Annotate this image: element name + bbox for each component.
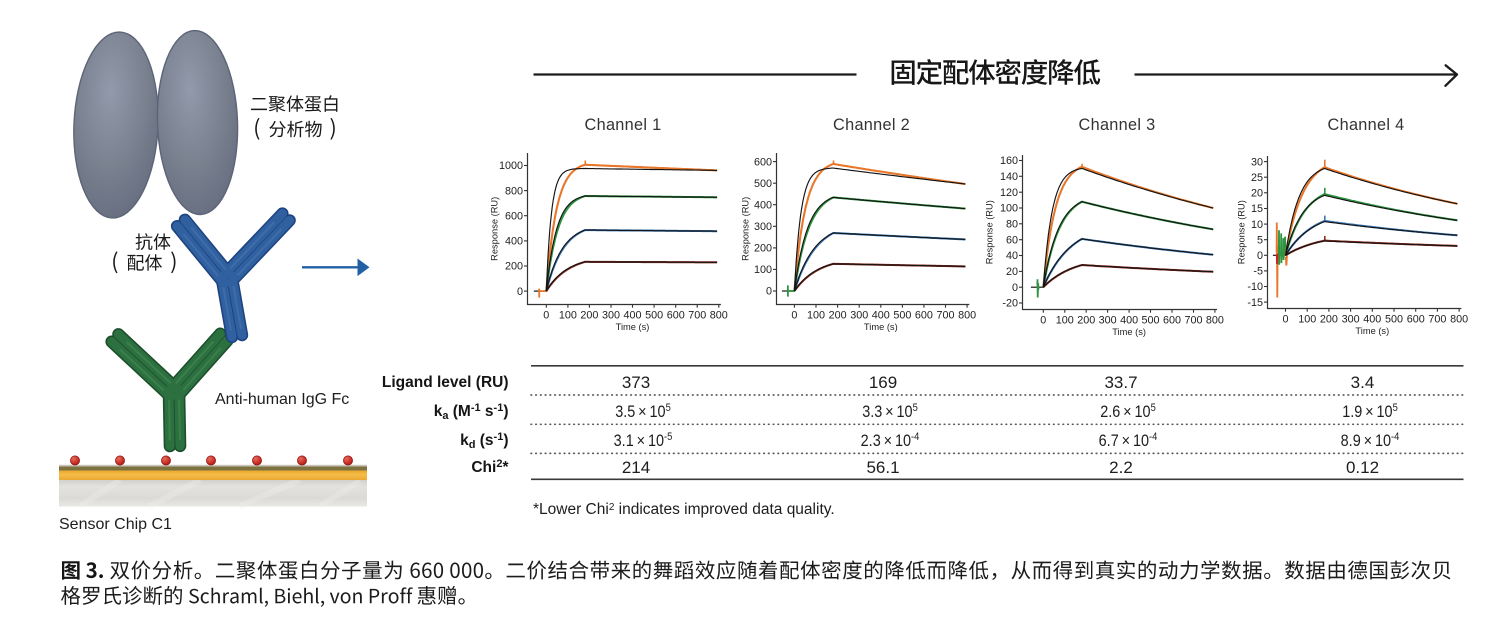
svg-text:600: 600 (667, 310, 685, 322)
svg-text:Time (s): Time (s) (864, 322, 898, 332)
svg-text:0: 0 (1012, 282, 1018, 294)
svg-text:Response (RU): Response (RU) (490, 197, 500, 261)
svg-text:400: 400 (754, 199, 772, 211)
svg-text:500: 500 (1141, 315, 1159, 327)
svg-text:100: 100 (559, 310, 577, 322)
svg-text:Response (RU): Response (RU) (985, 200, 995, 264)
svg-text:140: 140 (1000, 171, 1018, 183)
svg-text:Time (s): Time (s) (616, 322, 650, 332)
svg-text:20: 20 (1006, 266, 1018, 278)
svg-text:200: 200 (754, 243, 772, 255)
svg-text:100: 100 (1000, 203, 1018, 215)
svg-text:500: 500 (754, 178, 772, 190)
svg-text:300: 300 (1099, 315, 1117, 327)
svg-text:800: 800 (1206, 315, 1224, 327)
svg-text:800: 800 (505, 185, 523, 197)
svg-text:0: 0 (791, 310, 797, 322)
svg-text:15: 15 (1251, 203, 1263, 215)
svg-text:10: 10 (1251, 219, 1263, 231)
svg-text:Channel 3: Channel 3 (1079, 116, 1156, 134)
svg-text:Channel 2: Channel 2 (833, 116, 910, 134)
svg-text:1000: 1000 (499, 160, 523, 172)
svg-text:700: 700 (1428, 314, 1446, 326)
svg-text:Response (RU): Response (RU) (1237, 200, 1247, 264)
svg-text:-5: -5 (1253, 266, 1263, 278)
svg-text:400: 400 (872, 310, 890, 322)
svg-text:100: 100 (1056, 315, 1074, 327)
svg-text:0: 0 (543, 310, 549, 322)
svg-text:Time (s): Time (s) (1355, 326, 1389, 336)
svg-text:120: 120 (1000, 187, 1018, 199)
svg-text:0: 0 (1040, 315, 1046, 327)
svg-text:600: 600 (1407, 314, 1425, 326)
svg-text:25: 25 (1251, 172, 1263, 184)
svg-text:400: 400 (1120, 315, 1138, 327)
svg-text:-20: -20 (1002, 298, 1018, 310)
svg-text:30: 30 (1251, 156, 1263, 168)
svg-text:0: 0 (766, 286, 772, 298)
svg-text:500: 500 (645, 310, 663, 322)
svg-text:200: 200 (829, 310, 847, 322)
svg-text:700: 700 (688, 310, 706, 322)
svg-text:20: 20 (1251, 188, 1263, 200)
svg-text:800: 800 (710, 310, 728, 322)
svg-text:500: 500 (1385, 314, 1403, 326)
svg-text:Channel 1: Channel 1 (585, 116, 662, 134)
svg-text:0: 0 (517, 286, 523, 298)
svg-text:200: 200 (580, 310, 598, 322)
svg-text:5: 5 (1257, 234, 1263, 246)
svg-text:Channel 4: Channel 4 (1328, 116, 1405, 134)
svg-text:-15: -15 (1247, 297, 1263, 309)
svg-text:600: 600 (915, 310, 933, 322)
svg-text:200: 200 (505, 261, 523, 273)
svg-text:800: 800 (1450, 314, 1468, 326)
svg-text:60: 60 (1006, 234, 1018, 246)
svg-text:400: 400 (1363, 314, 1381, 326)
svg-text:600: 600 (505, 210, 523, 222)
svg-text:300: 300 (850, 310, 868, 322)
svg-text:100: 100 (754, 264, 772, 276)
svg-text:0: 0 (1282, 314, 1288, 326)
svg-text:500: 500 (893, 310, 911, 322)
svg-text:300: 300 (602, 310, 620, 322)
svg-text:0: 0 (1257, 250, 1263, 262)
svg-text:160: 160 (1000, 155, 1018, 167)
svg-text:Time (s): Time (s) (1112, 327, 1146, 337)
svg-text:400: 400 (505, 236, 523, 248)
svg-text:300: 300 (1342, 314, 1360, 326)
svg-text:600: 600 (1163, 315, 1181, 327)
svg-text:200: 200 (1320, 314, 1338, 326)
svg-text:700: 700 (1184, 315, 1202, 327)
svg-text:400: 400 (623, 310, 641, 322)
svg-text:Response (RU): Response (RU) (741, 197, 751, 261)
svg-text:40: 40 (1006, 250, 1018, 262)
svg-text:100: 100 (1298, 314, 1316, 326)
svg-text:80: 80 (1006, 219, 1018, 231)
svg-text:300: 300 (754, 221, 772, 233)
svg-text:800: 800 (958, 310, 976, 322)
svg-text:200: 200 (1077, 315, 1095, 327)
svg-text:-10: -10 (1247, 281, 1263, 293)
svg-text:600: 600 (754, 156, 772, 168)
svg-text:100: 100 (807, 310, 825, 322)
svg-text:700: 700 (936, 310, 954, 322)
